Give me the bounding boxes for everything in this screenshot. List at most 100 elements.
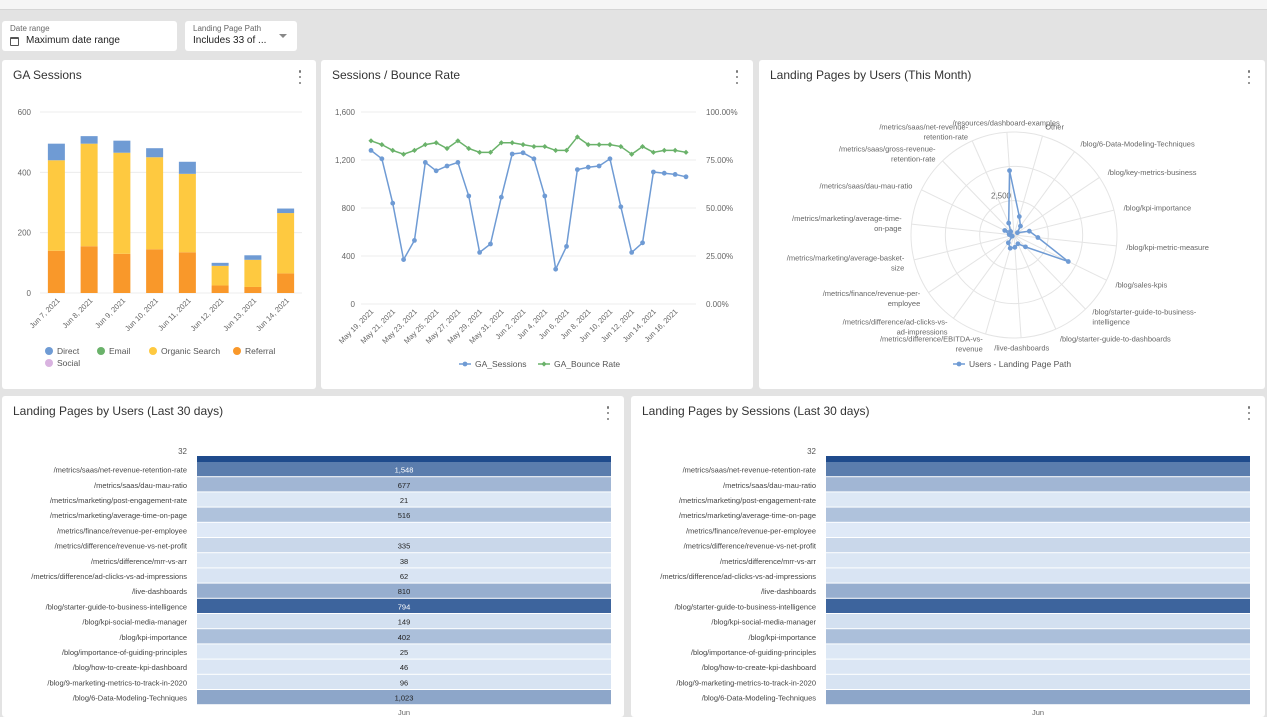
heatmap-cell [826, 462, 1250, 477]
radar-point [1002, 228, 1008, 233]
y-tick-label: 200 [18, 229, 32, 238]
radar-point [1015, 230, 1020, 236]
heatmap-cell [197, 690, 611, 705]
heatmap-header-cell [826, 456, 1250, 462]
radar-axis-label: /resources/dashboard-examples [953, 118, 1060, 127]
data-point [531, 143, 537, 150]
bar-segment [80, 136, 98, 144]
radar-point [1016, 214, 1022, 219]
bar-segment [113, 253, 131, 293]
radar-spoke [971, 140, 1015, 236]
heatmap-cell-value: 810 [398, 587, 411, 596]
radar-axis-label: /blog/sales-kpis [1116, 281, 1168, 290]
legend-marker [541, 361, 547, 367]
heatmap-cell [197, 507, 611, 522]
data-point [422, 142, 428, 148]
data-point [564, 244, 569, 249]
more-options-icon[interactable] [1244, 406, 1254, 420]
heatmap-cell [826, 507, 1250, 522]
data-point [520, 150, 526, 156]
radar-axis-label: /metrics/difference/EBITDA-vs-revenue [880, 335, 983, 354]
bar-segment [113, 152, 131, 254]
heatmap-cell [826, 629, 1250, 644]
radar-axis-label: /metrics/finance/revenue-per-employee [823, 289, 921, 308]
radar-axis-label: /blog/6-Data-Modeling-Techniques [1080, 140, 1194, 149]
data-point [661, 170, 667, 176]
heatmap-cell [197, 629, 611, 644]
legend-label: GA_Sessions [475, 359, 527, 369]
heatmap-cell [826, 674, 1250, 689]
radar-spoke [1006, 132, 1015, 236]
data-point [444, 163, 450, 169]
heatmap-cell [826, 690, 1250, 705]
y-left-tick-label: 1,200 [335, 156, 356, 165]
heatmap-cell-value: 38 [400, 557, 408, 566]
date-range-filter[interactable]: Date range Maximum date range [2, 21, 177, 51]
bar-segment [146, 249, 164, 293]
data-point [585, 164, 591, 170]
legend-swatch [97, 347, 105, 355]
data-point [412, 238, 417, 243]
radar-spoke [1013, 234, 1117, 247]
bar-segment [80, 143, 98, 247]
more-options-icon[interactable] [732, 70, 742, 84]
y-left-tick-label: 800 [342, 204, 356, 213]
heatmap-cell [826, 538, 1250, 553]
data-point [618, 204, 624, 210]
legend-label: Direct [57, 346, 80, 356]
data-point [607, 142, 613, 148]
radar-point [1007, 245, 1013, 251]
radar-ring [979, 200, 1049, 270]
more-options-icon[interactable] [1244, 70, 1254, 84]
x-tick-label: Jun 9, 2021 [93, 296, 127, 330]
heatmap-cell [826, 583, 1250, 598]
heatmap-row-label: /live-dashboards [761, 587, 816, 596]
y-right-tick-label: 100.00% [706, 108, 738, 117]
heatmap-header-value: 32 [807, 447, 816, 456]
y-right-tick-label: 0.00% [706, 300, 729, 309]
heatmap-cell [826, 553, 1250, 568]
heatmap-cell [826, 614, 1250, 629]
data-point [390, 200, 396, 206]
x-tick-label: Jun 7, 2021 [28, 296, 62, 330]
landing-pages-sessions-30d-panel: Landing Pages by Sessions (Last 30 days)… [631, 396, 1265, 717]
legend-label: Email [109, 346, 130, 356]
heatmap-row-label: /metrics/finance/revenue-per-employee [686, 526, 816, 535]
radar-axis-label: /live-dashboards [994, 344, 1049, 353]
heatmap-row-label: /blog/how-to-create-kpi-dashboard [702, 663, 816, 672]
data-point [488, 241, 493, 247]
heatmap-cell [826, 522, 1250, 537]
heatmap-row-label: /metrics/difference/revenue-vs-net-profi… [55, 542, 188, 551]
landing-page-path-value: Includes 33 of ... [193, 35, 267, 46]
heatmap-cell [197, 659, 611, 674]
legend-swatch [233, 347, 241, 355]
heatmap-cell [826, 492, 1250, 507]
heatmap-cell-value: 1,548 [395, 466, 414, 475]
x-tick-label: Jun 8, 2021 [60, 296, 94, 330]
heatmap-row-label: /metrics/marketing/average-time-on-page [679, 511, 816, 520]
data-point [455, 138, 461, 144]
data-point [368, 148, 374, 153]
sessions-bounce-rate-chart: 0 400 800 1,200 1,600 0.00% 25.00% 50.00% 75.00%… [335, 108, 738, 369]
sessions-30d-heatmap: 32/metrics/saas/net-revenue-retention-ra… [660, 447, 1250, 717]
heatmap-cell [197, 477, 611, 492]
heatmap-row-label: /metrics/marketing/post-engagement-rate [50, 496, 187, 505]
data-point [553, 147, 559, 153]
heatmap-row-label: /metrics/marketing/average-time-on-page [50, 511, 187, 520]
data-point [553, 266, 559, 272]
heatmap-cell-value: 794 [398, 602, 411, 611]
legend-marker [462, 361, 468, 367]
landing-page-path-filter[interactable]: Landing Page Path Includes 33 of ... [185, 21, 297, 51]
heatmap-row-label: /metrics/saas/dau-mau-ratio [723, 481, 816, 490]
heatmap-cell [197, 568, 611, 583]
more-options-icon[interactable] [603, 406, 613, 420]
heatmap-cell-value: 149 [398, 618, 411, 627]
radar-axis-label: /metrics/saas/net-revenue-retention-rate [879, 123, 968, 142]
bar-segment [277, 213, 295, 274]
more-options-icon[interactable] [295, 70, 305, 84]
heatmap-row-label: /metrics/difference/ad-clicks-vs-ad-impr… [31, 572, 187, 581]
landing-pages-users-30d-panel: Landing Pages by Users (Last 30 days) 32… [2, 396, 624, 717]
radar-point [1005, 240, 1011, 246]
x-tick-label: Jun 10, 2021 [123, 296, 160, 333]
data-point [683, 149, 689, 155]
